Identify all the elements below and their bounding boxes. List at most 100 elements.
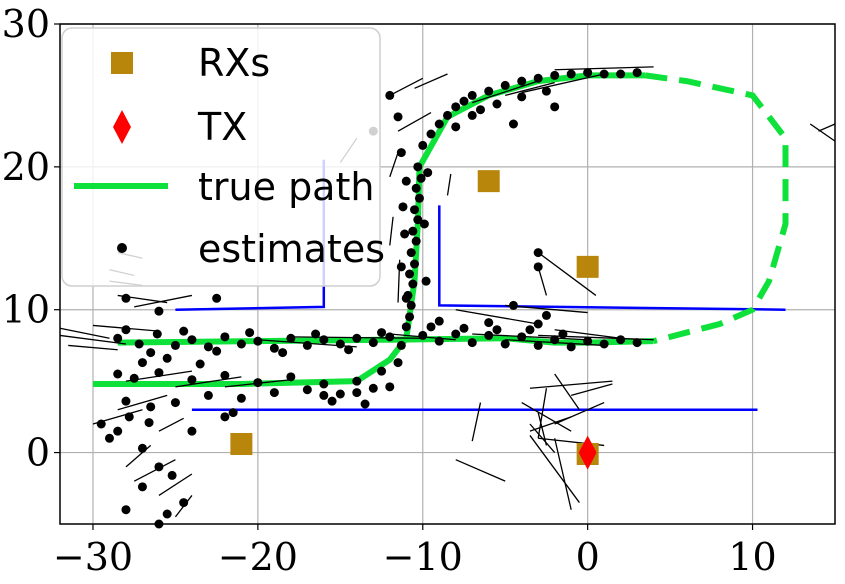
x-tick-label: −20 xyxy=(218,535,298,579)
estimate-point xyxy=(253,336,263,346)
estimate-point xyxy=(508,300,518,310)
estimate-point xyxy=(410,205,420,215)
estimate-point xyxy=(533,340,543,350)
estimate-segment xyxy=(472,80,539,104)
estimate-point xyxy=(426,129,436,139)
estimate-point xyxy=(278,348,288,358)
estimate-segment xyxy=(818,123,836,132)
estimate-point xyxy=(396,262,406,272)
estimate-segment xyxy=(175,376,242,388)
estimate-segment xyxy=(389,152,399,178)
legend-tx-label: TX xyxy=(197,105,247,149)
estimate-point xyxy=(406,300,416,310)
estimate-point xyxy=(459,96,469,106)
estimate-point xyxy=(467,338,477,348)
estimate-point xyxy=(583,68,593,78)
estimate-point xyxy=(533,73,543,83)
estimate-segment xyxy=(471,402,482,442)
legend-estimates-label: estimates xyxy=(198,227,385,271)
estimate-point xyxy=(212,346,222,356)
rx-marker xyxy=(477,170,500,193)
estimate-point xyxy=(311,329,321,339)
y-axis-ticks: 0 10 20 30 xyxy=(2,2,60,475)
estimate-point xyxy=(385,90,395,100)
estimate-point xyxy=(443,110,452,120)
wall-line xyxy=(438,205,786,311)
estimate-point xyxy=(413,215,423,225)
estimate-point xyxy=(286,333,296,343)
estimate-point xyxy=(414,193,424,203)
estimate-point xyxy=(368,383,378,393)
estimate-point xyxy=(616,335,626,345)
estimate-point xyxy=(220,370,230,380)
estimate-point xyxy=(195,359,205,369)
estimate-segment xyxy=(505,81,555,97)
estimate-point xyxy=(220,332,230,342)
estimate-point xyxy=(152,329,162,339)
estimate-point xyxy=(517,92,527,102)
estimate-segment xyxy=(529,416,572,432)
estimate-point xyxy=(408,226,418,236)
estimate-point xyxy=(525,325,535,335)
estimate-point xyxy=(319,379,329,389)
estimate-point xyxy=(566,342,576,352)
estimate-point xyxy=(162,353,172,363)
estimate-point xyxy=(269,388,279,398)
estimate-point xyxy=(396,340,406,350)
estimate-point xyxy=(616,69,626,79)
y-tick-label: 10 xyxy=(2,288,50,332)
estimate-point xyxy=(434,316,444,326)
estimate-point xyxy=(408,279,418,289)
estimate-segment xyxy=(537,252,597,296)
estimate-segment xyxy=(505,304,588,314)
estimate-point xyxy=(423,168,433,178)
estimate-point xyxy=(500,339,510,349)
x-tick-label: −30 xyxy=(53,535,133,579)
estimate-point xyxy=(212,293,222,303)
tx-marker xyxy=(578,435,597,470)
estimate-point xyxy=(400,229,410,239)
estimate-segment xyxy=(59,327,110,339)
estimate-point xyxy=(541,86,551,96)
estimate-segment xyxy=(554,438,572,510)
estimate-segment xyxy=(389,216,394,246)
estimate-point xyxy=(144,418,154,428)
estimate-point xyxy=(146,348,156,358)
legend-rx-marker xyxy=(111,52,133,74)
estimate-point xyxy=(368,338,378,348)
estimate-segment xyxy=(158,473,193,496)
estimate-segment xyxy=(117,394,168,411)
estimate-segment xyxy=(158,417,184,432)
estimate-point xyxy=(228,408,238,418)
estimate-point xyxy=(220,412,230,422)
estimate-point xyxy=(467,90,477,100)
estimate-point xyxy=(162,509,172,519)
estimate-point xyxy=(113,369,123,379)
estimate-point xyxy=(302,340,312,350)
estimate-point xyxy=(154,306,164,316)
estimate-point xyxy=(533,262,543,272)
legend-estimates-marker xyxy=(117,243,127,253)
estimate-point xyxy=(377,366,387,376)
estimate-point xyxy=(550,335,560,345)
estimate-point xyxy=(327,396,337,406)
estimate-segment xyxy=(554,373,580,411)
estimate-point xyxy=(405,312,415,322)
estimate-point xyxy=(137,482,147,492)
estimate-segment xyxy=(68,344,118,351)
estimate-point xyxy=(583,336,593,346)
legend-box xyxy=(61,27,381,287)
legend-true-path-label: true path xyxy=(198,165,374,209)
plot-frame xyxy=(59,23,836,525)
estimate-point xyxy=(104,433,114,443)
estimate-point xyxy=(484,86,494,96)
estimate-point xyxy=(203,342,213,352)
estimate-point xyxy=(352,333,362,343)
estimate-point xyxy=(411,236,421,246)
estimate-point xyxy=(134,339,144,349)
estimate-point xyxy=(124,412,134,422)
estimate-segment xyxy=(397,112,432,132)
estimate-point xyxy=(302,385,312,395)
estimate-point xyxy=(550,70,560,80)
estimate-segment xyxy=(134,294,193,308)
